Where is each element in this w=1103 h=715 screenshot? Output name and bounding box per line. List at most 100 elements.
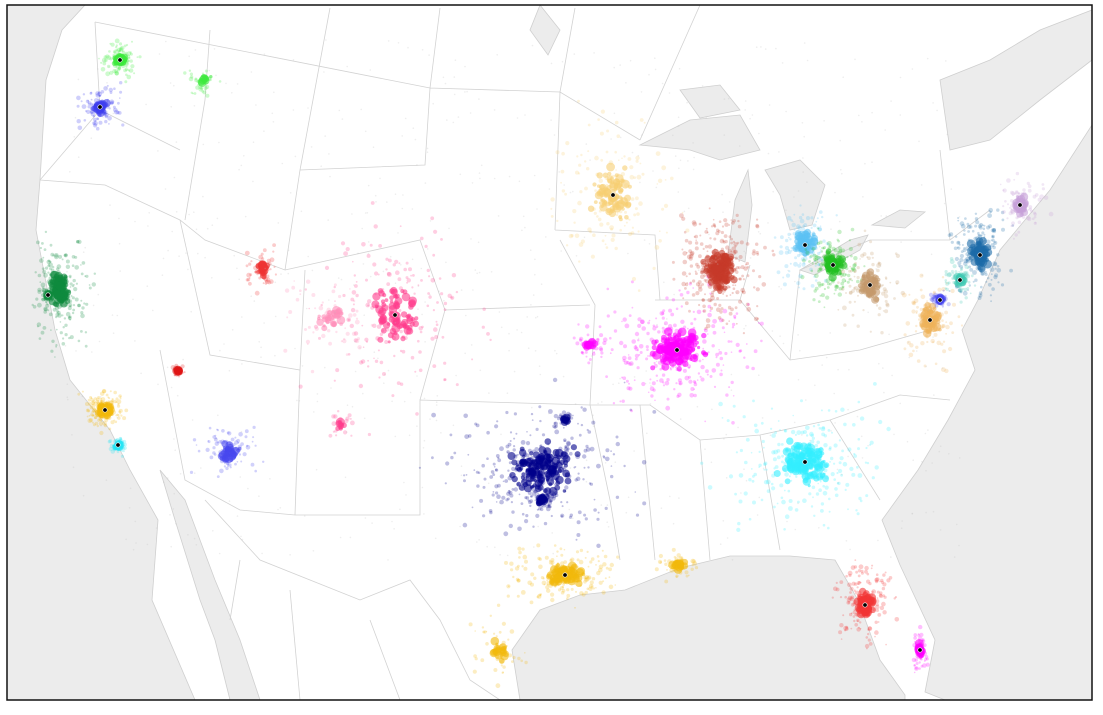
dot xyxy=(95,126,100,131)
dot xyxy=(223,440,225,442)
dot xyxy=(516,483,520,486)
dot xyxy=(248,277,251,279)
dot xyxy=(826,241,832,246)
dot xyxy=(882,310,885,312)
dot xyxy=(718,351,723,355)
dot xyxy=(110,42,115,47)
dot xyxy=(537,484,544,491)
dot xyxy=(355,293,359,298)
dot xyxy=(606,208,611,213)
dot xyxy=(631,306,634,309)
dot xyxy=(47,309,50,312)
dot xyxy=(576,533,581,537)
dot xyxy=(880,331,884,335)
dot xyxy=(572,414,574,417)
dot xyxy=(548,486,558,496)
dot xyxy=(382,293,387,298)
dot xyxy=(553,413,559,419)
dot xyxy=(948,290,951,292)
dot xyxy=(883,293,889,299)
dot xyxy=(827,526,830,530)
dot xyxy=(36,325,39,328)
dot xyxy=(540,480,546,485)
dot xyxy=(744,263,747,266)
dot xyxy=(933,311,942,321)
dot xyxy=(550,494,555,499)
dot xyxy=(447,293,452,298)
dot xyxy=(694,241,699,245)
dot xyxy=(672,364,674,366)
dot xyxy=(779,429,781,431)
dot xyxy=(773,471,776,474)
dot xyxy=(100,420,103,422)
dot xyxy=(814,257,819,262)
dot xyxy=(104,112,109,118)
dot xyxy=(840,287,845,291)
dot xyxy=(117,416,121,420)
dot xyxy=(745,302,750,307)
dot xyxy=(684,287,687,290)
dot xyxy=(192,438,197,442)
dot xyxy=(615,174,624,183)
dot xyxy=(638,344,644,349)
dot xyxy=(704,293,706,296)
dot xyxy=(701,350,706,356)
dot xyxy=(85,402,89,406)
dot xyxy=(1027,188,1032,193)
dot xyxy=(860,253,865,258)
dot xyxy=(557,468,562,474)
dot xyxy=(964,273,969,277)
dot xyxy=(404,324,410,330)
dot xyxy=(662,384,666,387)
dot xyxy=(532,491,537,496)
dot xyxy=(790,429,796,435)
dot xyxy=(748,517,752,521)
dot xyxy=(569,513,573,517)
dot xyxy=(110,420,115,425)
dot xyxy=(91,405,96,409)
dot xyxy=(407,313,411,317)
dot xyxy=(909,343,914,348)
dot xyxy=(258,254,264,260)
dot xyxy=(974,224,978,228)
dot xyxy=(50,290,52,293)
dot xyxy=(527,491,532,495)
dot xyxy=(612,402,616,405)
dot xyxy=(814,255,820,260)
dot xyxy=(811,241,817,246)
dot xyxy=(853,263,857,267)
dot xyxy=(522,452,528,457)
dot xyxy=(537,556,541,561)
dot xyxy=(755,223,759,228)
dot xyxy=(189,72,193,76)
dot xyxy=(725,393,729,397)
dot xyxy=(246,278,251,282)
dot xyxy=(640,319,645,325)
dot xyxy=(362,346,365,349)
dot xyxy=(126,74,132,80)
dot xyxy=(81,390,84,393)
dot xyxy=(851,266,856,271)
dot xyxy=(92,414,95,417)
dot xyxy=(992,245,996,250)
dot xyxy=(50,279,53,281)
dot xyxy=(795,475,798,478)
dot xyxy=(596,172,603,179)
dot xyxy=(606,314,610,318)
dot xyxy=(822,247,825,250)
dot xyxy=(580,341,585,347)
dot xyxy=(99,399,103,403)
dot xyxy=(1048,211,1054,217)
dot xyxy=(88,402,93,407)
dot xyxy=(704,328,708,333)
dot xyxy=(532,483,537,488)
dot xyxy=(540,507,544,512)
dot xyxy=(41,242,44,245)
dot xyxy=(968,256,973,260)
dot xyxy=(88,284,91,286)
dot xyxy=(851,279,853,282)
dot xyxy=(42,269,47,274)
dot xyxy=(791,459,800,468)
dot xyxy=(701,332,707,339)
dot xyxy=(651,381,656,386)
